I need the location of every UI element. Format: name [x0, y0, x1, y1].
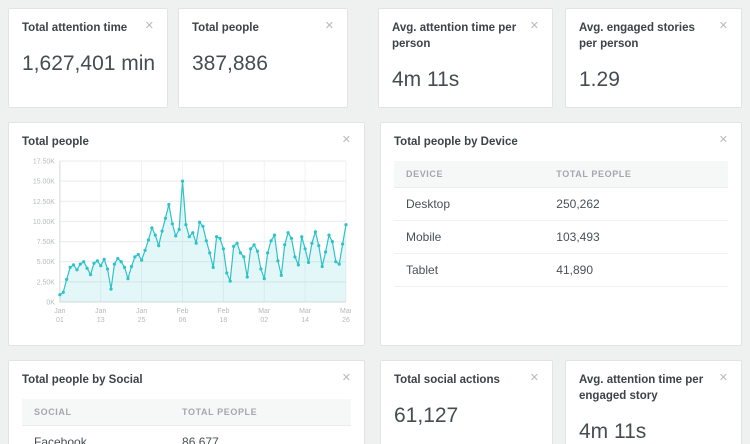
table-row: Tablet 41,890 [394, 253, 728, 288]
svg-text:Feb: Feb [217, 308, 229, 315]
svg-text:02: 02 [260, 317, 268, 324]
close-icon[interactable]: ✕ [341, 372, 351, 384]
svg-text:0K: 0K [46, 300, 55, 307]
kpi-value: 1.29 [579, 68, 620, 92]
device-value: 103,493 [544, 220, 728, 255]
device-name: Mobile [394, 220, 545, 255]
card-title: Total people by Social [22, 374, 143, 386]
close-icon[interactable]: ✕ [718, 134, 728, 146]
close-icon[interactable]: ✕ [144, 20, 154, 32]
device-value: 250,262 [544, 187, 728, 222]
column-header-total-people: TOTAL PEOPLE [170, 399, 351, 427]
column-header-social: SOCIAL [22, 399, 171, 427]
svg-text:18: 18 [220, 317, 228, 324]
svg-text:25: 25 [138, 317, 146, 324]
card-total-people-kpi: Total people ✕ 387,886 [178, 8, 348, 108]
svg-text:15.00K: 15.00K [33, 179, 55, 186]
social-table: SOCIAL TOTAL PEOPLE Facebook 86,677 [22, 399, 351, 444]
svg-text:5.00K: 5.00K [37, 259, 56, 266]
social-value: 86,677 [170, 425, 351, 444]
svg-text:06: 06 [179, 317, 187, 324]
card-people-by-device: Total people by Device ✕ DEVICE TOTAL PE… [380, 122, 742, 346]
table-row: Mobile 103,493 [394, 220, 728, 255]
card-title: Total people [22, 136, 89, 148]
svg-text:14: 14 [301, 317, 309, 324]
svg-text:Mar: Mar [340, 308, 351, 315]
card-title: Total people [192, 22, 259, 34]
middle-row: Total people ✕ Jan 01 Jan 13 Jan 25 Feb 06 Feb 18… [8, 122, 742, 346]
svg-text:7.50K: 7.50K [37, 239, 56, 246]
device-value: 41,890 [544, 253, 728, 288]
svg-text:Mar: Mar [299, 308, 312, 315]
card-title: Avg. engaged stories per person [579, 22, 695, 51]
kpi-value: 4m 11s [579, 420, 647, 444]
svg-text:26: 26 [342, 317, 350, 324]
card-title: Total social actions [394, 374, 500, 386]
svg-text:Feb: Feb [177, 308, 189, 315]
card-people-by-social: Total people by Social ✕ SOCIAL TOTAL PE… [8, 360, 365, 444]
kpi-value: 4m 11s [392, 68, 460, 92]
card-total-people-chart: Total people ✕ Jan 01 Jan 13 Jan 25 Feb 06 Feb 18… [8, 122, 365, 346]
table-row: Desktop 250,262 [394, 187, 728, 222]
svg-text:01: 01 [56, 317, 64, 324]
device-name: Desktop [394, 187, 545, 222]
column-header-total-people: TOTAL PEOPLE [544, 161, 728, 189]
total-people-line-chart: Jan 01 Jan 13 Jan 25 Feb 06 Feb 18 Mar 02 Mar 14 Mar 26… [33, 159, 351, 325]
card-total-social-actions: Total social actions ✕ 61,127 [380, 360, 553, 444]
svg-text:12.50K: 12.50K [33, 199, 55, 206]
close-icon[interactable]: ✕ [341, 134, 351, 146]
svg-text:17.50K: 17.50K [33, 159, 55, 166]
card-title: Avg. attention time per person [392, 22, 517, 51]
svg-text:2.50K: 2.50K [37, 279, 56, 286]
device-name: Tablet [394, 253, 545, 288]
kpi-value: 387,886 [192, 52, 268, 76]
svg-text:13: 13 [97, 317, 105, 324]
close-icon[interactable]: ✕ [718, 372, 728, 384]
svg-text:Jan: Jan [136, 308, 147, 315]
close-icon[interactable]: ✕ [324, 20, 334, 32]
kpi-value: 1,627,401 min [22, 52, 156, 76]
card-avg-engaged-stories: Avg. engaged stories per person ✕ 1.29 [565, 8, 742, 108]
close-icon[interactable]: ✕ [718, 20, 728, 32]
bottom-row: Total people by Social ✕ SOCIAL TOTAL PE… [8, 360, 742, 444]
card-avg-attention-per-engaged-story: Avg. attention time per engaged story ✕ … [565, 360, 742, 444]
close-icon[interactable]: ✕ [529, 372, 539, 384]
table-row: Facebook 86,677 [22, 425, 351, 444]
svg-text:Jan: Jan [54, 308, 65, 315]
svg-text:Jan: Jan [95, 308, 106, 315]
card-title: Total attention time [22, 22, 128, 34]
card-avg-attention-per-person: Avg. attention time per person ✕ 4m 11s [378, 8, 553, 108]
card-title: Avg. attention time per engaged story [579, 374, 704, 403]
svg-text:Mar: Mar [258, 308, 271, 315]
kpi-value: 61,127 [394, 404, 459, 428]
close-icon[interactable]: ✕ [529, 20, 539, 32]
social-name: Facebook [22, 425, 171, 444]
device-table: DEVICE TOTAL PEOPLE Desktop 250,262 Mobi… [394, 161, 728, 288]
card-title: Total people by Device [394, 136, 518, 148]
svg-text:10.00K: 10.00K [33, 219, 55, 226]
column-header-device: DEVICE [394, 161, 545, 189]
card-total-attention-time: Total attention time ✕ 1,627,401 min [8, 8, 168, 108]
kpi-row: Total attention time ✕ 1,627,401 min Tot… [8, 8, 742, 108]
